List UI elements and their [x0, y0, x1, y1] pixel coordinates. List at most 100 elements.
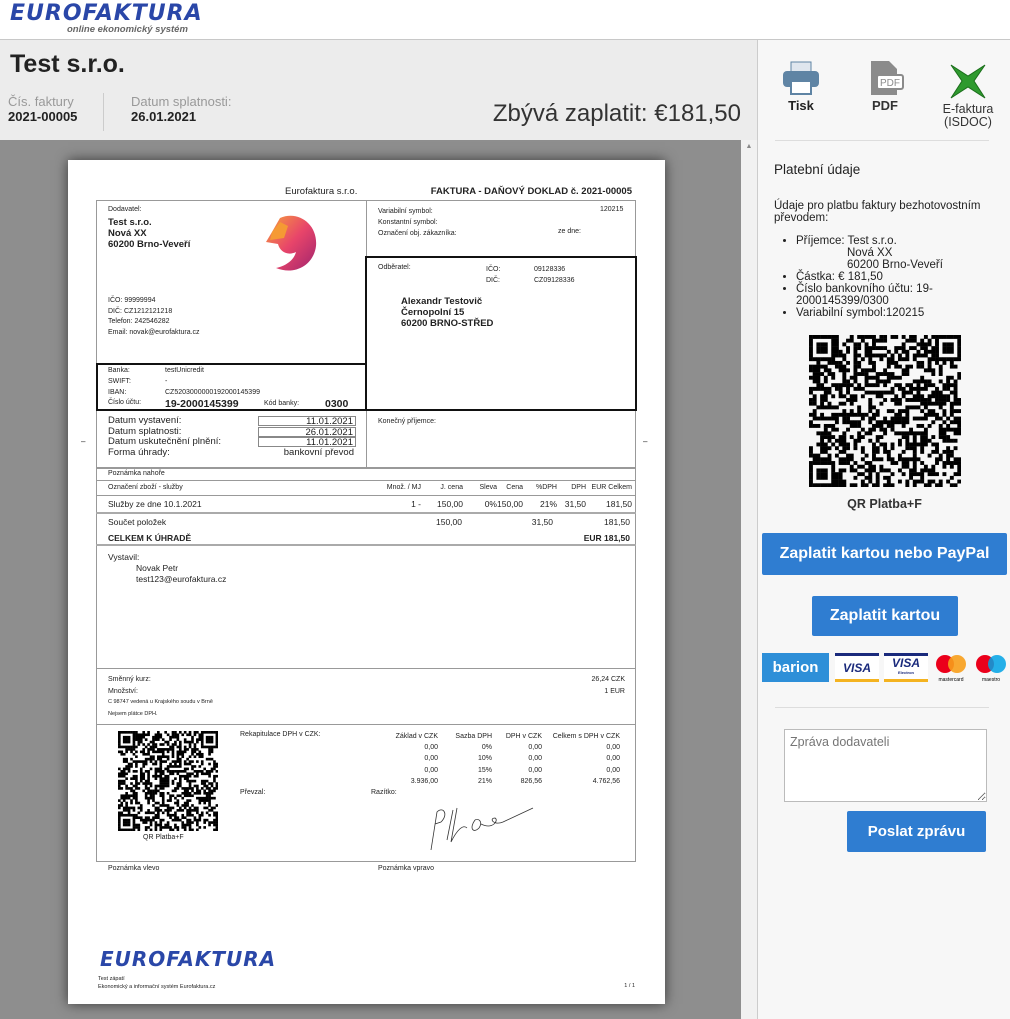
- svg-text:maestro: maestro: [982, 677, 1000, 683]
- company-name: Test s.r.o.: [10, 50, 125, 78]
- pdf-icon: PDF: [871, 61, 904, 95]
- mastercard-logo: mastercard: [936, 655, 966, 683]
- signature-icon: [430, 807, 534, 851]
- supplier-ids: IČO: 99999994 DIČ: CZ1212121218 Telefon: 2…: [108, 297, 200, 337]
- pdf-button[interactable]: PDF PDF: [860, 60, 910, 113]
- bank-box: [96, 363, 367, 411]
- issued-by-label: Vystavil:: [108, 552, 140, 562]
- issuer-name: Eurofaktura s.r.o.: [285, 186, 358, 197]
- recap-row: 0,00 0% 0,00 0,00: [424, 744, 620, 752]
- dates: Datum vystavení: 11.01.2021 Datum splatnos…: [108, 415, 358, 458]
- rate-values: 26,24 CZK 1 EUR: [591, 676, 625, 695]
- supplier-label: Dodavatel:: [108, 206, 142, 213]
- summary-box: [96, 512, 636, 546]
- send-message-button[interactable]: Poslat zprávu: [847, 811, 986, 852]
- total-label: CELKEM K ÚHRADĚ: [108, 533, 192, 543]
- account-number: 19-2000145399: [165, 398, 239, 410]
- note-right: Poznámka vpravo: [378, 865, 435, 872]
- issued-by: Novak Petr test123@eurofaktura.cz: [136, 563, 227, 584]
- recap-row: 3.936,00 21% 826,56 4.762,56: [410, 777, 620, 785]
- pay-card-paypal-button[interactable]: Zaplatit kartou nebo PayPal: [762, 533, 1007, 575]
- supplier-address: Test s.r.o. Nová XX 60200 Brno-Veveří: [108, 217, 191, 250]
- customer-box: [365, 256, 637, 411]
- scrollbar[interactable]: ▲: [741, 140, 757, 1019]
- recap-label: Rekapitulace DPH v CZK:: [240, 731, 321, 738]
- date-row: Datum uskutečnění plnění: 11.01.2021: [108, 436, 358, 448]
- sum-vat: 31,50: [531, 517, 553, 527]
- date-row: Forma úhrady: bankovní převod: [108, 446, 354, 458]
- customer-ids: 09128336 CZ09128336: [534, 266, 575, 284]
- message-textarea[interactable]: [784, 729, 987, 802]
- table-body: Služby ze dne 10.1.2021 1 -150,00 0% 150,00…: [96, 499, 636, 511]
- table-header: Označení zboží - služby Množ. / MJ J. cena…: [108, 484, 632, 491]
- rate-section: [96, 668, 636, 725]
- customer-address: Alexandr Testovič Černopolní 15 60200 BRNO…: [401, 296, 494, 329]
- final-recipient-label: Konečný příjemce:: [378, 418, 436, 425]
- pay-card-button[interactable]: Zaplatit kartou: [812, 596, 958, 636]
- vat-note: Nejsem plátce DPH.: [108, 711, 158, 717]
- barion-logo: barion: [762, 653, 829, 682]
- efaktura-isdoc-button[interactable]: E-faktura (ISDOC): [936, 62, 1000, 129]
- variable-symbol: 120215: [600, 206, 624, 213]
- lion-logo-icon: [266, 215, 317, 271]
- recap-row: 0,00 15% 0,00 0,00: [424, 766, 620, 774]
- divider: [103, 93, 104, 131]
- invoice-header: Test s.r.o. Čís. faktury 2021-00005 Datu…: [0, 40, 757, 140]
- qr-payment-icon: [809, 335, 961, 487]
- sidebar: Tisk PDF PDF E-faktura (ISDOC) Platební ú…: [757, 40, 1010, 1019]
- maestro-logo: maestro: [976, 655, 1006, 683]
- footer-logo: EUROFAKTURA: [100, 947, 277, 971]
- visa-electron-logo: VISA Electron: [884, 653, 928, 682]
- due-date: 26.01.2021: [131, 109, 197, 124]
- table-header-row: [96, 480, 636, 496]
- invoice-page: Eurofaktura s.r.o. FAKTURA - DAŇOVÝ DOKL…: [68, 160, 665, 1004]
- stamp-label: Razítko:: [371, 789, 397, 796]
- table-row: Služby ze dne 10.1.2021 1 -150,00 0% 150,00…: [108, 499, 632, 509]
- invoice-no: 2021-00005: [8, 109, 78, 124]
- page-number: 1 / 1: [624, 983, 635, 989]
- recap-row: 0,00 10% 0,00 0,00: [424, 755, 620, 763]
- divider: [775, 140, 989, 141]
- rate-labels: Směnný kurz: Množství:: [108, 676, 151, 695]
- bank-labels: Banka: SWIFT: IBAN: Číslo účtu:: [108, 367, 142, 407]
- sum-price: 150,00: [436, 517, 462, 527]
- bank-code: 0300: [325, 398, 349, 410]
- tagline: online ekonomický systém: [67, 24, 188, 35]
- divider: [775, 707, 989, 708]
- isdoc-icon: [950, 64, 986, 99]
- date-row: Datum splatnosti: 26.01.2021: [108, 426, 358, 438]
- note-left: Poznámka vlevo: [108, 865, 160, 872]
- remaining-amount: Zbývá zaplatit: €181,50: [492, 100, 741, 127]
- date-row: Datum vystavení: 11.01.2021: [108, 415, 358, 427]
- total-amount: EUR 181,50: [583, 533, 630, 543]
- invoice-no-label: Čís. faktury: [8, 94, 74, 109]
- svg-text:mastercard: mastercard: [938, 677, 963, 683]
- payment-title: Platební údaje: [774, 162, 861, 177]
- due-label: Datum splatnosti:: [131, 94, 232, 109]
- note-top: Poznámka nahoře: [108, 470, 165, 477]
- bank-code-label: Kód banky:: [264, 400, 300, 407]
- vat-recap-table: Základ v CZK Sazba DPH DPH v CZK Celkem s D…: [368, 731, 620, 787]
- sum-total: 181,50: [604, 517, 630, 527]
- bank-values: testUnicredit - CZ5203000000192000145399: [165, 367, 260, 396]
- sum-label: Součet položek: [108, 517, 167, 527]
- qr-code-icon: [118, 731, 218, 831]
- footer-text: Test zápatí Ekonomický a informační systé…: [98, 976, 216, 990]
- qr-caption: QR Platba+F: [847, 497, 922, 511]
- court-note: C 98747 vedená u Krajského soudu v Brně: [108, 699, 213, 705]
- customer-label: Odběratel:: [378, 264, 411, 271]
- eurofaktura-logo[interactable]: EUROFAKTURA: [10, 1, 203, 26]
- svg-text:PDF: PDF: [880, 78, 900, 89]
- visa-logo: VISA: [835, 653, 879, 682]
- order-date-label: ze dne:: [558, 228, 581, 235]
- recap-row: Základ v CZK Sazba DPH DPH v CZK Celkem s D…: [395, 733, 620, 740]
- print-button[interactable]: Tisk: [778, 60, 824, 113]
- received-label: Převzal:: [240, 789, 266, 796]
- body-frame: [96, 468, 636, 862]
- invoice-title: FAKTURA - DAŇOVÝ DOKLAD č. 2021-00005: [430, 186, 632, 197]
- payment-intro: Údaje pro platbu faktury bezhotovostním …: [774, 200, 981, 224]
- symbols: Variabilní symbol: Konstantní symbol: Ozna…: [378, 208, 457, 237]
- printer-icon: [783, 61, 819, 95]
- qr-caption: QR Platba+F: [143, 834, 184, 841]
